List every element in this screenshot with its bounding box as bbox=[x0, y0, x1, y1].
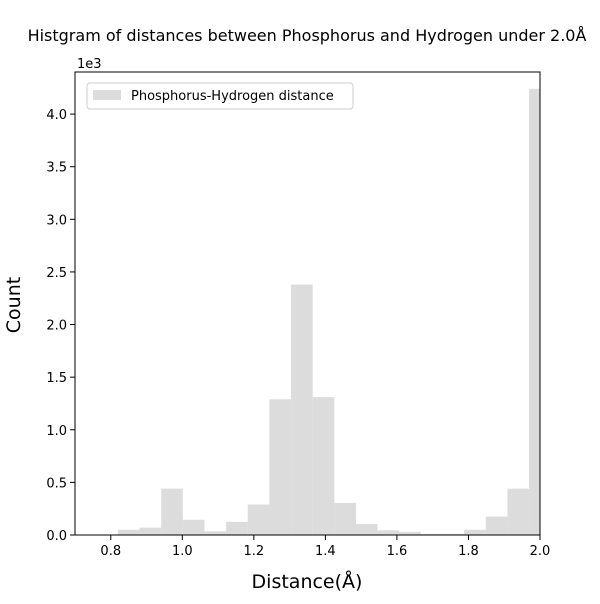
histogram-bar bbox=[161, 488, 183, 535]
histogram-bar bbox=[507, 488, 530, 535]
histogram-bar bbox=[226, 521, 248, 535]
histogram-bar bbox=[204, 531, 227, 535]
x-tick-label: 1.0 bbox=[172, 544, 193, 559]
plot-frame bbox=[74, 71, 541, 536]
histogram-bar bbox=[247, 504, 270, 535]
legend-box bbox=[86, 82, 354, 110]
legend-label: Phosphorus-Hydrogen distance bbox=[131, 89, 334, 104]
y-tick-label: 1.5 bbox=[46, 371, 67, 386]
histogram-bar bbox=[442, 533, 465, 535]
histogram-bar bbox=[334, 502, 356, 535]
y-tick-label: 3.0 bbox=[46, 213, 67, 228]
y-tick-label: 1.0 bbox=[46, 424, 67, 439]
x-tick-label: 1.8 bbox=[458, 544, 479, 559]
x-tick-label: 0.8 bbox=[100, 544, 121, 559]
y-tick-label: 3.5 bbox=[46, 161, 67, 176]
x-axis-ticks: 0.8 1.0 1.2 1.4 1.6 1.8 2.0 bbox=[100, 535, 550, 559]
legend: Phosphorus-Hydrogen distance bbox=[86, 82, 354, 110]
chart-title: Histgram of distances between Phosphorus… bbox=[28, 26, 587, 45]
y-axis-label: Count bbox=[3, 277, 25, 333]
histogram-bar bbox=[182, 519, 205, 535]
x-tick-label: 1.2 bbox=[244, 544, 265, 559]
y-tick-label: 0.0 bbox=[46, 529, 67, 544]
histogram-bar bbox=[399, 531, 421, 535]
histogram-bar bbox=[485, 516, 508, 535]
legend-swatch bbox=[93, 90, 121, 100]
y-tick-label: 0.5 bbox=[46, 476, 67, 491]
x-tick-label: 1.6 bbox=[387, 544, 408, 559]
histogram-bar bbox=[529, 88, 540, 535]
y-tick-label: 2.5 bbox=[46, 266, 67, 281]
y-tick-label: 2.0 bbox=[46, 319, 67, 334]
histogram-bar bbox=[312, 397, 335, 535]
histogram-bar bbox=[377, 530, 400, 535]
x-tick-label: 2.0 bbox=[530, 544, 551, 559]
histogram-bar bbox=[269, 399, 292, 535]
y-axis-ticks: 0.0 0.5 1.0 1.5 2.0 2.5 3.0 3.5 4.0 bbox=[46, 108, 75, 544]
x-axis-label: Distance(Å) bbox=[252, 570, 363, 593]
histogram-bar bbox=[139, 527, 162, 535]
y-axis-offset-text: 1e3 bbox=[77, 57, 102, 72]
histogram-bar bbox=[355, 523, 378, 535]
histogram-bar bbox=[420, 533, 443, 535]
y-tick-label: 4.0 bbox=[46, 108, 67, 123]
histogram-bar bbox=[291, 284, 313, 535]
bars-layer bbox=[117, 88, 540, 535]
histogram-bar bbox=[117, 529, 140, 535]
x-tick-label: 1.4 bbox=[315, 544, 336, 559]
histogram-bar bbox=[464, 529, 486, 535]
